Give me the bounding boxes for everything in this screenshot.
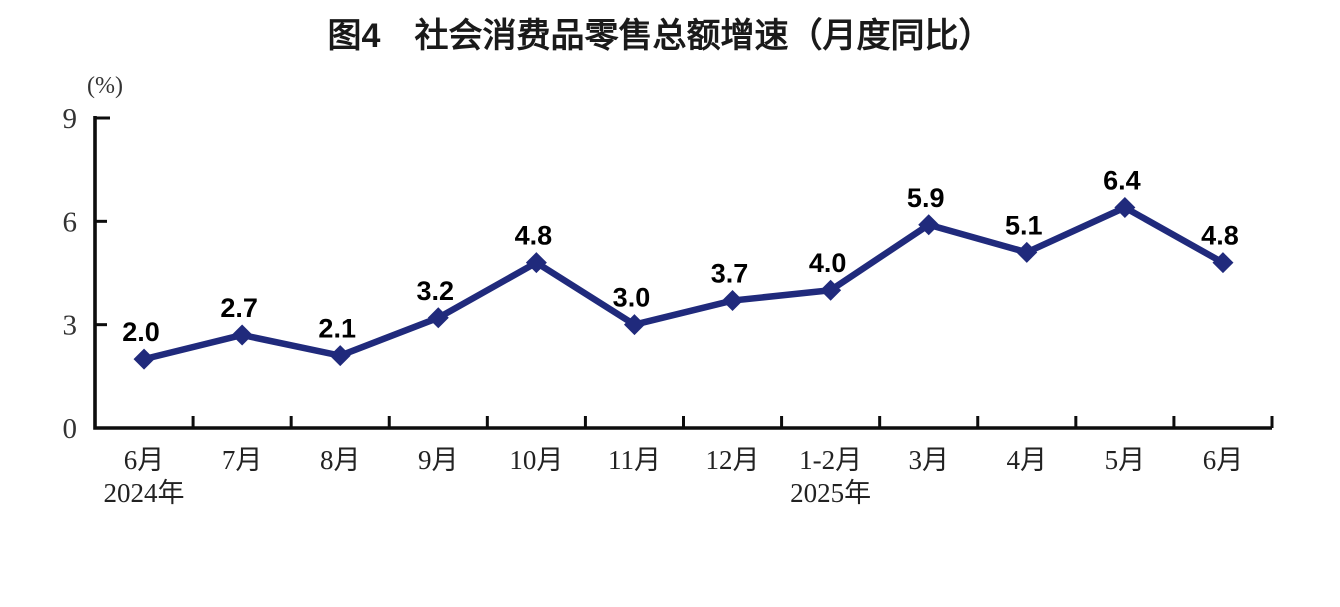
- x-tick-label: 6月: [1203, 445, 1244, 475]
- data-point-marker: [525, 252, 547, 274]
- x-axis-year-label: 2024年: [104, 478, 185, 508]
- axes: [93, 116, 1274, 430]
- x-tick-label: 12月: [706, 445, 760, 475]
- data-point-label: 2.7: [220, 293, 258, 323]
- chart-title: 图4 社会消费品零售总额增速（月度同比）: [328, 16, 993, 55]
- x-tick-label: 10月: [509, 445, 563, 475]
- y-axis-tick-labels: 0 3 6 9: [63, 103, 78, 445]
- y-tick-label: 0: [63, 413, 78, 445]
- x-tick-label: 9月: [418, 445, 459, 475]
- x-tick-label: 6月: [124, 445, 165, 475]
- series-line: [143, 203, 1225, 363]
- data-point-label: 4.8: [1201, 221, 1239, 251]
- data-point-marker: [722, 290, 744, 312]
- data-point-label: 6.4: [1103, 166, 1141, 196]
- data-point-labels: 2.0 2.7 2.1 3.2 4.8 3.0 3.7 4.0 5.9 5.1 6.4 4.8: [122, 166, 1238, 348]
- data-point-label: 3.0: [613, 283, 651, 313]
- data-point-label: 5.9: [907, 183, 945, 213]
- axis-lines: [93, 116, 1272, 430]
- x-tick-label: 5月: [1105, 445, 1146, 475]
- data-point-label: 2.1: [318, 314, 356, 344]
- x-tick-label: 3月: [908, 445, 949, 475]
- x-tick-label: 1-2月: [799, 445, 862, 475]
- data-point-marker: [427, 307, 449, 329]
- x-axis-year-label: 2025年: [790, 478, 871, 508]
- data-point-label: 4.0: [809, 248, 847, 278]
- data-point-marker: [231, 324, 253, 346]
- data-point-marker: [329, 345, 351, 367]
- data-series: [133, 197, 1234, 370]
- data-point-label: 2.0: [122, 317, 160, 347]
- data-point-marker: [1016, 241, 1038, 263]
- y-tick-label: 6: [63, 206, 78, 238]
- x-tick-label: 4月: [1007, 445, 1048, 475]
- data-point-marker: [623, 314, 645, 336]
- x-tick-label: 11月: [608, 445, 661, 475]
- y-tick-label: 9: [63, 103, 78, 135]
- data-point-label: 3.2: [417, 276, 455, 306]
- data-point-label: 4.8: [515, 221, 553, 251]
- data-point-label: 3.7: [711, 259, 749, 289]
- data-point-marker: [820, 279, 842, 301]
- data-point-marker: [1212, 252, 1234, 274]
- data-point-marker: [133, 348, 155, 370]
- x-tick-label: 8月: [320, 445, 361, 475]
- y-tick-label: 3: [63, 310, 78, 342]
- data-point-marker: [1114, 197, 1136, 219]
- x-tick-label: 7月: [222, 445, 263, 475]
- data-point-label: 5.1: [1005, 210, 1043, 240]
- y-axis-unit-label: (%): [87, 73, 123, 99]
- data-point-marker: [918, 214, 940, 236]
